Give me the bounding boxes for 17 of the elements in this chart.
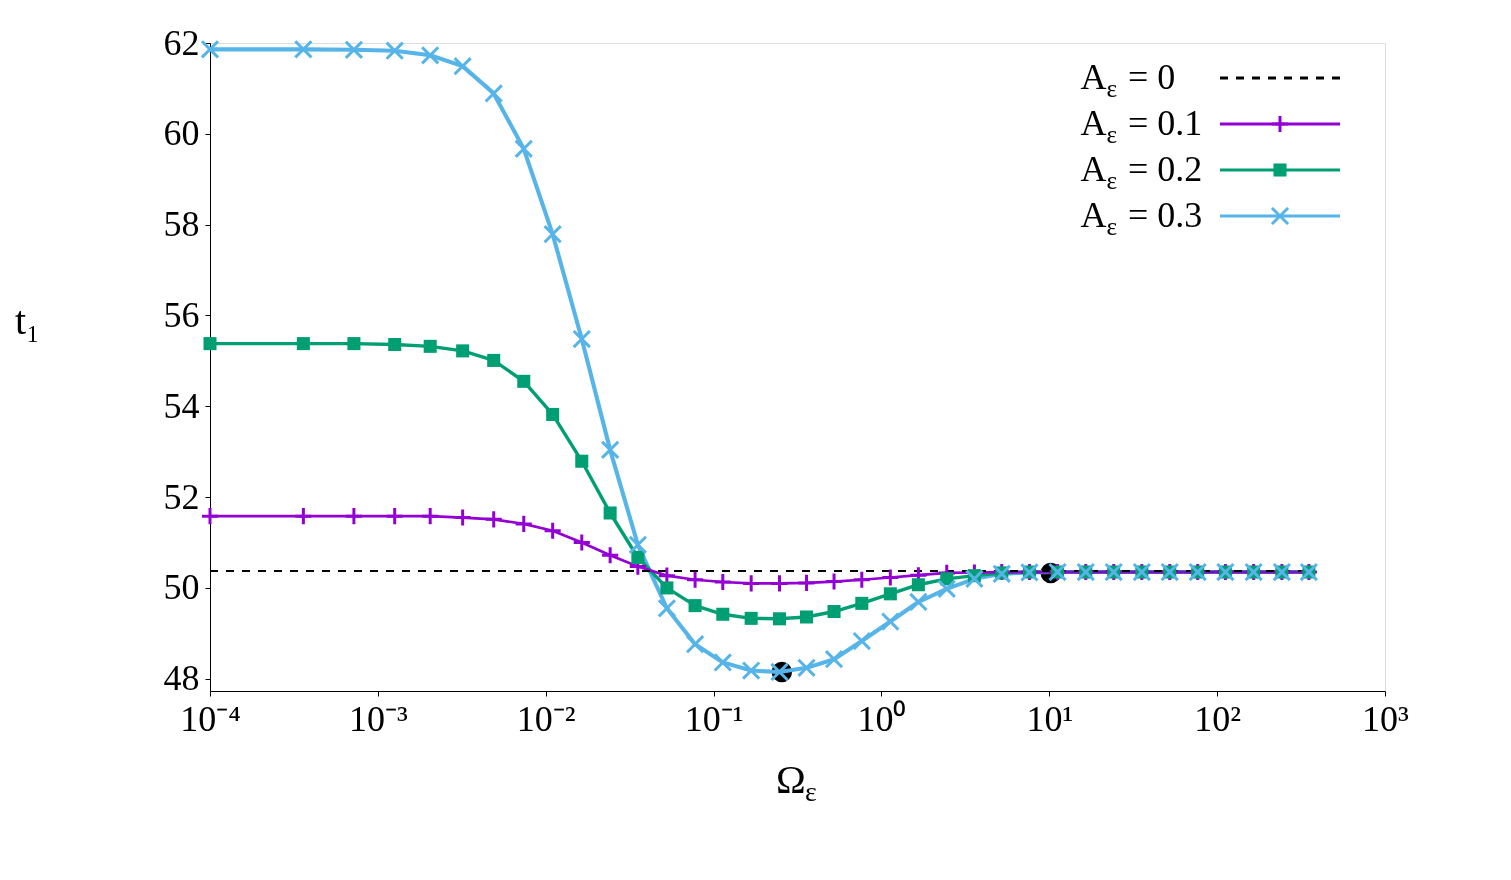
y-tick-label: 60	[163, 113, 200, 154]
y-tick-label: 54	[163, 385, 200, 426]
y-tick-label: 62	[163, 22, 200, 63]
x-tick-label: 10³	[1362, 698, 1410, 739]
y-tick-label: 56	[163, 294, 200, 335]
x-tick-label: 10⁰	[857, 698, 907, 739]
y-tick-label: 58	[163, 204, 200, 245]
x-tick-label: 10²	[1194, 698, 1242, 739]
y-tick-label: 48	[163, 658, 200, 699]
x-tick-label: 10¹	[1026, 698, 1074, 739]
x-tick-label: 10⁻²	[516, 698, 576, 739]
y-tick-label: 52	[163, 476, 200, 517]
x-tick-label: 10⁻³	[348, 698, 408, 739]
y-axis-title: t₁	[15, 297, 41, 343]
x-tick-label: 10⁻⁴	[180, 698, 241, 739]
y-tick-label: 50	[163, 567, 200, 608]
x-tick-label: 10⁻¹	[684, 698, 744, 739]
